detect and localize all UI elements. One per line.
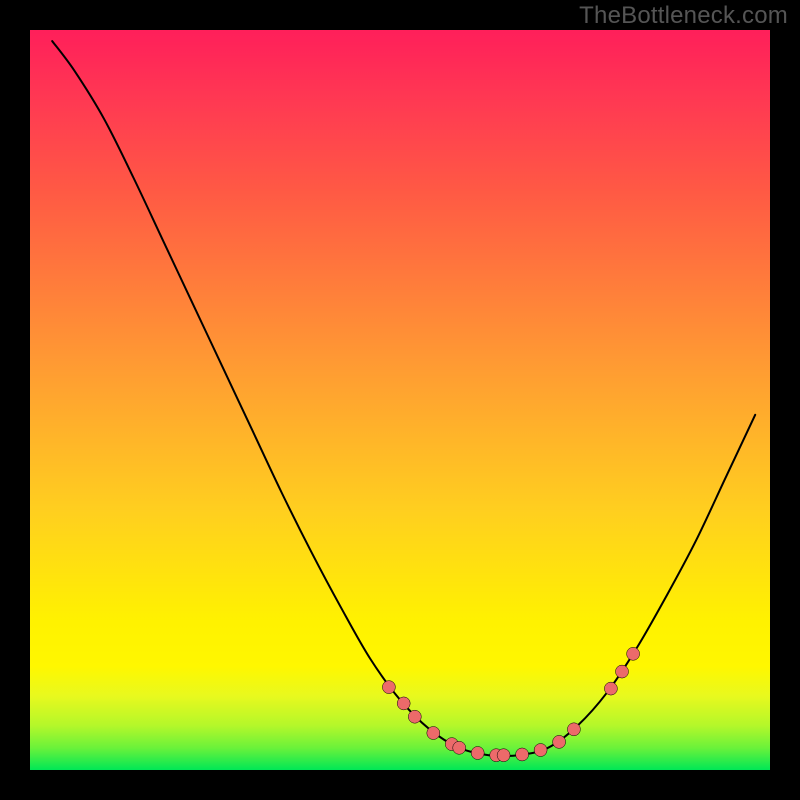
chart-frame: TheBottleneck.com <box>0 0 800 800</box>
marker-point <box>497 749 510 762</box>
marker-point <box>553 735 566 748</box>
chart-background <box>30 30 770 770</box>
marker-point <box>627 647 640 660</box>
marker-point <box>516 748 529 761</box>
marker-point <box>471 746 484 759</box>
marker-point <box>453 741 466 754</box>
marker-point <box>604 682 617 695</box>
marker-point <box>567 723 580 736</box>
marker-point <box>382 681 395 694</box>
marker-point <box>408 710 421 723</box>
marker-point <box>397 697 410 710</box>
watermark-text: TheBottleneck.com <box>579 2 788 30</box>
marker-point <box>616 665 629 678</box>
marker-point <box>534 744 547 757</box>
bottleneck-chart <box>30 30 770 770</box>
marker-point <box>427 727 440 740</box>
